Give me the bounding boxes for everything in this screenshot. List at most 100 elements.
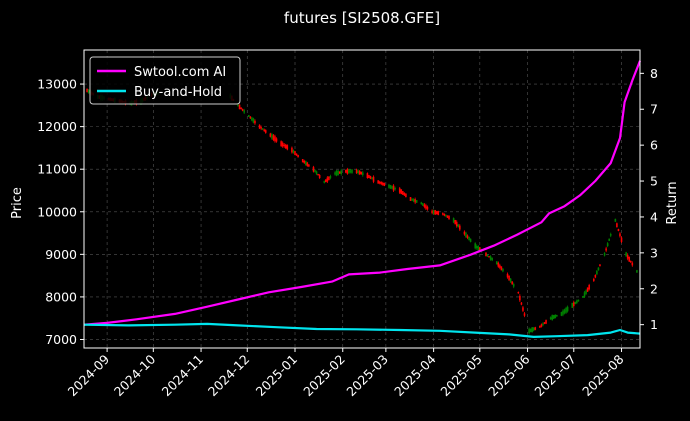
candle-body bbox=[576, 300, 578, 303]
candle-body bbox=[489, 256, 492, 260]
candle-body bbox=[389, 185, 392, 189]
candle-body bbox=[312, 166, 315, 172]
candle-body bbox=[571, 302, 574, 308]
candle-body bbox=[423, 204, 426, 207]
right-tick-label: 8 bbox=[650, 66, 658, 81]
right-tick-label: 5 bbox=[650, 174, 658, 189]
candle-body bbox=[366, 173, 369, 178]
candle-body bbox=[269, 133, 272, 137]
candle-body bbox=[414, 199, 416, 203]
candle-body bbox=[528, 328, 530, 334]
candle-body bbox=[520, 302, 523, 305]
candle-body bbox=[455, 221, 458, 227]
candle-body bbox=[539, 325, 541, 328]
candle-body bbox=[369, 176, 372, 179]
plot-frame bbox=[83, 49, 641, 349]
candle-body bbox=[372, 176, 375, 182]
candle-body bbox=[617, 229, 620, 231]
candle-body bbox=[442, 213, 444, 215]
candle-body bbox=[551, 315, 554, 321]
candle-body bbox=[506, 273, 509, 278]
left-axis-label: Price bbox=[10, 187, 25, 219]
candle-body bbox=[543, 322, 546, 324]
candle-body bbox=[377, 180, 379, 184]
candle-body bbox=[609, 234, 612, 236]
candle-body bbox=[542, 323, 544, 326]
candle-body bbox=[577, 299, 580, 302]
candle-body bbox=[252, 118, 255, 123]
right-tick-label: 3 bbox=[650, 245, 658, 260]
candle-body bbox=[592, 278, 595, 281]
candle-body bbox=[264, 130, 267, 133]
candle-body bbox=[251, 117, 253, 121]
candle-body bbox=[631, 262, 634, 266]
candle-body bbox=[509, 278, 512, 283]
candle-body bbox=[306, 162, 309, 167]
candle-body bbox=[463, 231, 466, 235]
candle-body bbox=[258, 124, 261, 129]
strategy-return-line bbox=[83, 60, 642, 326]
candle-body bbox=[400, 189, 403, 195]
candle-body bbox=[318, 174, 321, 179]
candle-body bbox=[308, 164, 310, 167]
candle-body bbox=[497, 262, 500, 267]
candle-body bbox=[271, 133, 273, 139]
candle-body bbox=[523, 313, 526, 316]
candle-body bbox=[422, 203, 424, 206]
candle-body bbox=[565, 307, 567, 313]
candle-body bbox=[368, 175, 370, 178]
candle-body bbox=[629, 260, 632, 263]
right-tick-label: 6 bbox=[650, 138, 658, 153]
candle-body bbox=[459, 225, 461, 230]
candle-body bbox=[582, 296, 584, 298]
candle-body bbox=[380, 182, 383, 185]
candle-body bbox=[409, 197, 412, 201]
candle-body bbox=[358, 170, 361, 175]
candle-body bbox=[596, 270, 598, 275]
candle-body bbox=[432, 210, 435, 214]
candle-body bbox=[434, 210, 436, 215]
candle-body bbox=[412, 199, 415, 202]
right-tick-label: 2 bbox=[650, 281, 658, 296]
candle-body bbox=[325, 179, 327, 183]
candle-body bbox=[348, 169, 350, 174]
candle-body bbox=[636, 270, 638, 273]
candle-body bbox=[605, 248, 607, 251]
candle-body bbox=[628, 256, 631, 262]
candle-body bbox=[446, 215, 449, 218]
candle-body bbox=[280, 141, 282, 147]
candle-body bbox=[261, 128, 264, 130]
candle-body bbox=[500, 266, 503, 271]
candle-body bbox=[349, 170, 352, 173]
candle-body bbox=[326, 177, 329, 182]
candle-body bbox=[477, 246, 480, 251]
candle-body bbox=[562, 310, 564, 315]
candle-body bbox=[323, 181, 326, 183]
candle-body bbox=[491, 258, 493, 261]
legend-box bbox=[89, 56, 241, 105]
candle-body bbox=[502, 268, 504, 272]
candle-body bbox=[625, 252, 627, 257]
candle-body bbox=[519, 295, 521, 301]
candle-body bbox=[619, 233, 621, 237]
candle-body bbox=[274, 136, 276, 142]
candle-body bbox=[240, 107, 242, 110]
right-axis: 1 2 3 4 5 6 7 8 bbox=[640, 66, 658, 332]
candle-body bbox=[588, 284, 590, 290]
candle-body bbox=[243, 110, 245, 113]
left-tick-label: 11000 bbox=[37, 162, 77, 177]
left-tick-label: 9000 bbox=[45, 247, 77, 262]
candle-body bbox=[281, 142, 284, 147]
candle-body bbox=[531, 327, 533, 333]
candle-body bbox=[475, 245, 478, 249]
candle-body bbox=[392, 185, 395, 191]
left-tick-label: 8000 bbox=[45, 289, 77, 304]
candle-body bbox=[486, 254, 489, 257]
candle-body bbox=[284, 144, 287, 149]
candle-body bbox=[291, 147, 293, 153]
candle-body bbox=[554, 314, 557, 319]
candle-body bbox=[272, 135, 275, 140]
candle-body bbox=[371, 177, 373, 180]
candle-body bbox=[603, 253, 606, 256]
legend: Swtool.com AI Buy-and-Hold bbox=[89, 56, 241, 105]
